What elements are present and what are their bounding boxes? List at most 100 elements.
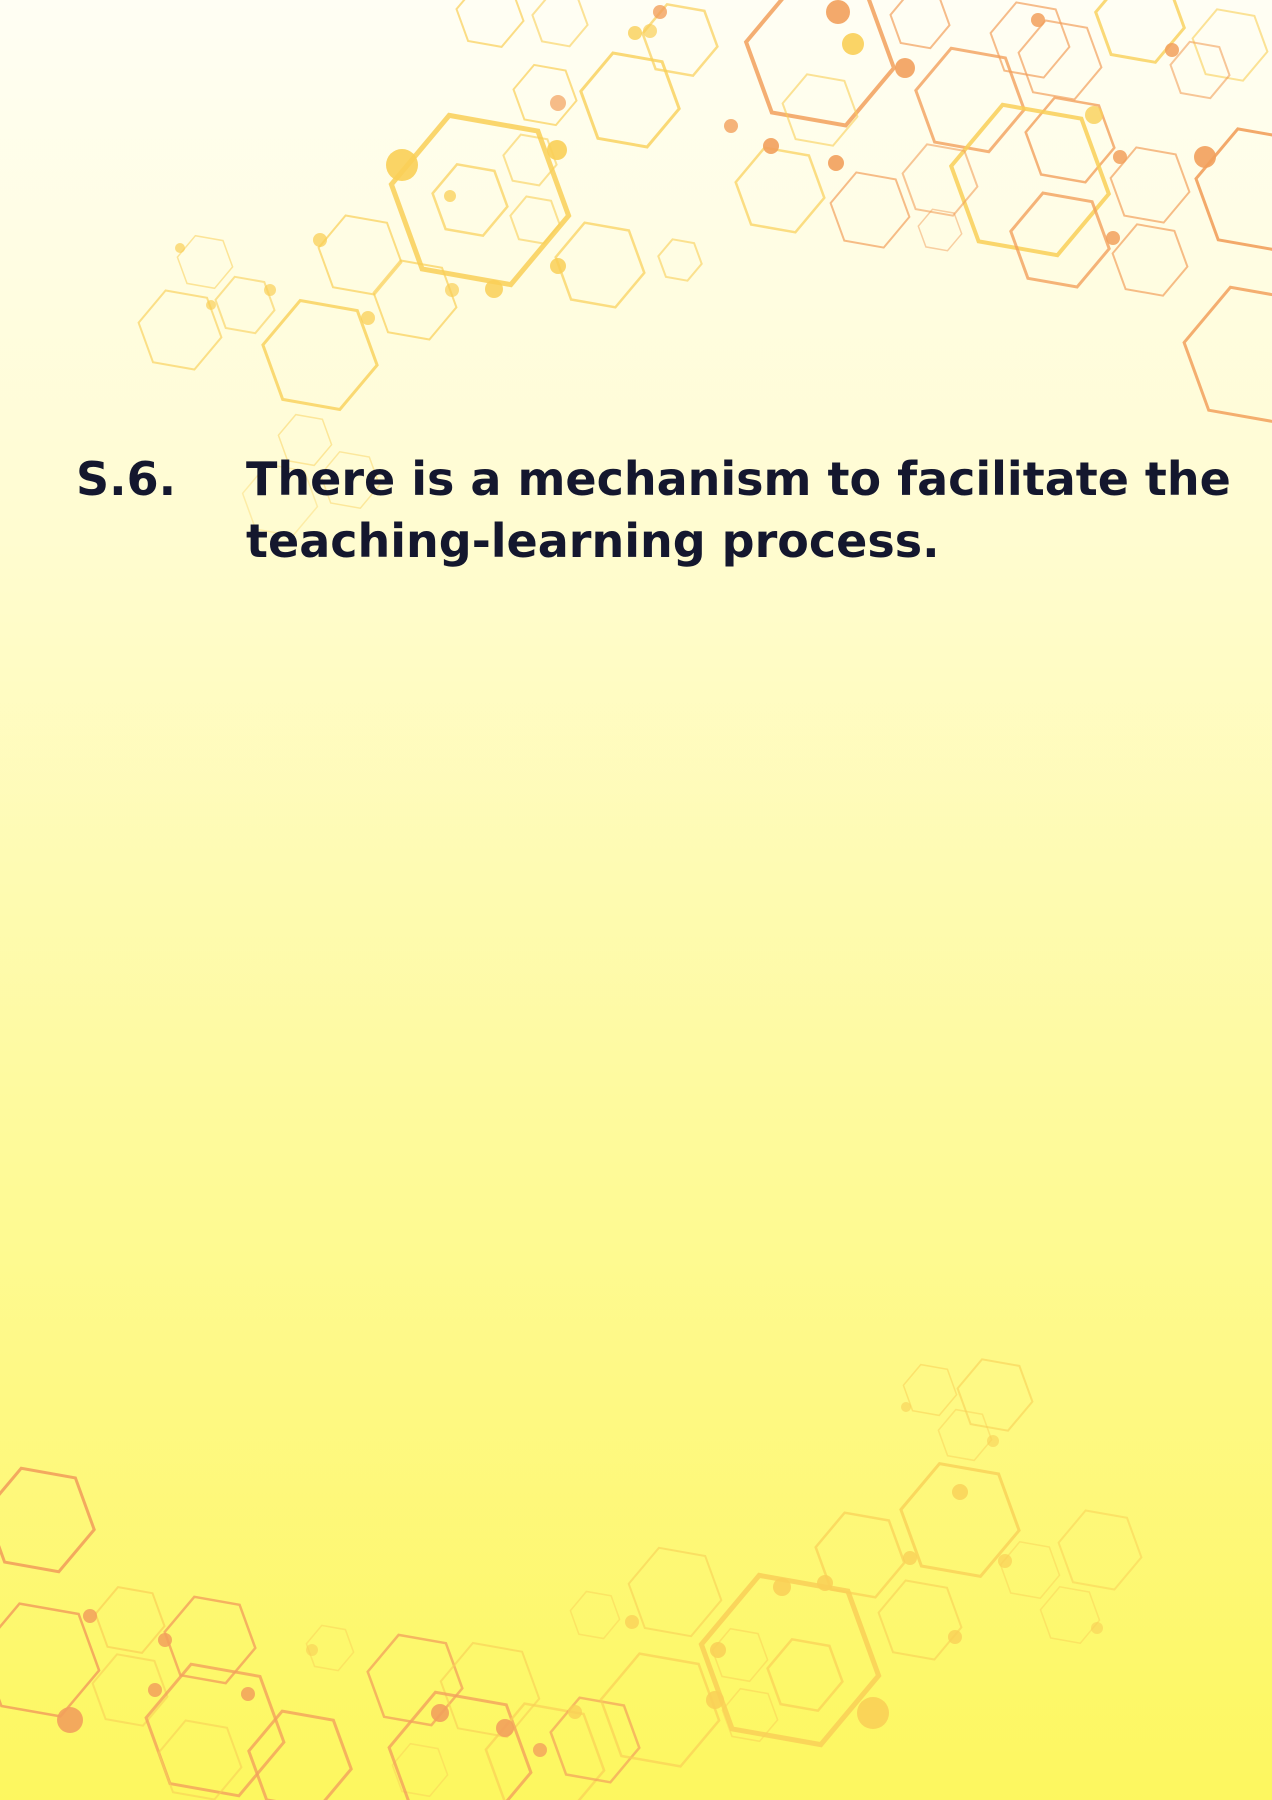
node-dot — [550, 95, 566, 111]
hexagon-shape — [657, 238, 703, 282]
hexagon-shape — [734, 146, 826, 234]
node-dot — [550, 258, 566, 274]
hexagon-shape — [554, 221, 646, 309]
hexagon-shape — [1009, 191, 1111, 289]
hexagon-shape — [901, 143, 979, 217]
node-dot — [857, 1697, 889, 1729]
hexagon-shape — [372, 259, 458, 341]
section-title-line-1: There is a mechanism to facilitate the — [246, 452, 1231, 506]
hexagon-shape — [937, 1408, 993, 1462]
hexagon-shape — [241, 463, 319, 537]
hexagon-shape — [1057, 1509, 1143, 1591]
hexagon-shape — [814, 1511, 906, 1599]
node-dot — [901, 1402, 911, 1412]
hexagon-shape — [743, 0, 897, 128]
hexagon-shape — [721, 1687, 779, 1743]
hexagon-shape — [889, 0, 951, 50]
node-dot — [547, 140, 567, 160]
hexagon-shape — [439, 1641, 541, 1739]
hexagon-shape — [956, 1358, 1034, 1432]
hexagon-shape — [137, 289, 223, 371]
node-dot — [842, 33, 864, 55]
node-dot — [485, 280, 503, 298]
hexagon-shape — [531, 0, 589, 48]
hexagon-shape — [877, 1579, 963, 1661]
hexagon-shape — [1039, 1585, 1101, 1645]
hexagon-shape — [1017, 19, 1103, 101]
node-dot — [828, 155, 844, 171]
hexagon-shape — [144, 1662, 286, 1798]
hexagon-shape — [829, 171, 911, 249]
hexagon-shape — [91, 1653, 169, 1727]
hexagon-shape — [176, 234, 234, 290]
node-dot — [952, 1484, 968, 1500]
node-dot — [653, 5, 667, 19]
hexagon-shape — [599, 1652, 721, 1768]
hexagon-shape — [1169, 40, 1231, 100]
node-dot — [895, 58, 915, 78]
node-dot — [724, 119, 738, 133]
hexagon-shape — [317, 214, 403, 296]
node-dot — [998, 1554, 1012, 1568]
hexagon-shape — [902, 1363, 958, 1417]
hexagon-shape — [1093, 0, 1187, 64]
hexagon-shape — [914, 46, 1026, 154]
node-dot — [1031, 13, 1045, 27]
node-dot — [158, 1633, 172, 1647]
node-dot — [444, 190, 456, 202]
hexagon-shape — [512, 63, 578, 127]
hexagon-shape — [94, 1586, 166, 1654]
node-dot — [1085, 106, 1103, 124]
hexagon-shape — [989, 1, 1071, 79]
node-dot — [1106, 231, 1120, 245]
section-number: S.6. — [76, 452, 177, 506]
node-dot — [568, 1705, 582, 1719]
hexagon-shape — [214, 275, 276, 335]
node-dot — [628, 26, 642, 40]
node-dot — [496, 1719, 514, 1737]
hexagon-shape — [781, 73, 859, 147]
node-dot — [1113, 150, 1127, 164]
hexagon-shape — [627, 1546, 723, 1638]
node-dot — [903, 1551, 917, 1565]
hexagon-shape — [431, 162, 509, 238]
hexagon-shape — [1182, 285, 1272, 423]
hexagon-shape — [1024, 96, 1116, 184]
hexagon-shape — [1191, 8, 1269, 82]
hexagon-shape — [1109, 146, 1191, 224]
hexagon-shape — [641, 2, 719, 78]
node-dot — [625, 1615, 639, 1629]
section-title: There is a mechanism to facilitate the t… — [246, 448, 1246, 572]
hexagon-shape — [948, 102, 1112, 258]
hexagon-shape — [917, 208, 963, 252]
node-dot — [148, 1683, 162, 1697]
node-dot — [533, 1743, 547, 1757]
hexagon-shape — [455, 0, 525, 48]
node-dot — [206, 300, 216, 310]
node-dot — [826, 0, 850, 24]
hexagon-shape — [391, 1742, 449, 1798]
hexagon-shape — [247, 1709, 353, 1800]
node-dot — [431, 1704, 449, 1722]
hexagon-shape — [388, 112, 572, 288]
node-dot — [445, 283, 459, 297]
node-dot — [1165, 43, 1179, 57]
hexagon-shape — [549, 1696, 641, 1784]
hexagon-shape — [899, 1461, 1021, 1579]
hexagon-shape — [579, 51, 681, 149]
hexagon-shape — [0, 1602, 101, 1718]
hexagon-shape — [766, 1637, 844, 1713]
node-dot — [763, 138, 779, 154]
node-dot — [313, 233, 327, 247]
node-dot — [710, 1642, 726, 1658]
node-dot — [987, 1435, 999, 1447]
hexagon-shape — [999, 1540, 1061, 1600]
hexagon-shape — [502, 133, 558, 187]
hexagon-shape — [163, 1595, 257, 1685]
node-dot — [386, 149, 418, 181]
node-dot — [83, 1609, 97, 1623]
hexagon-shape — [509, 195, 561, 245]
hexagon-shape — [305, 1624, 355, 1672]
